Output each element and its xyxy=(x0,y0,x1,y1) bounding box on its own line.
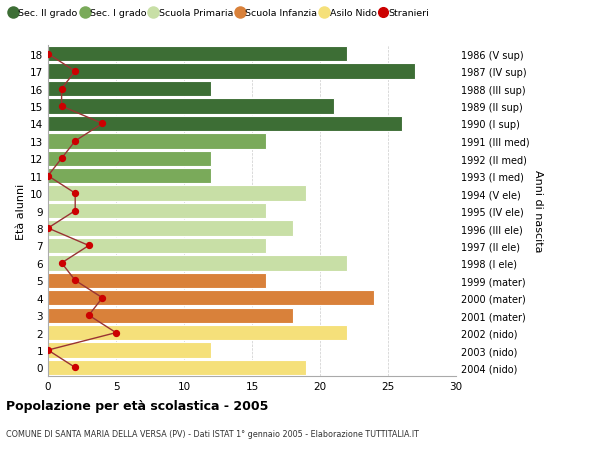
Point xyxy=(43,51,53,58)
Bar xyxy=(48,203,266,219)
Point xyxy=(70,190,80,197)
Point xyxy=(43,173,53,180)
Bar xyxy=(48,221,293,236)
Point xyxy=(57,86,67,93)
Legend: Sec. II grado, Sec. I grado, Scuola Primaria, Scuola Infanzia, Asilo Nido, Stran: Sec. II grado, Sec. I grado, Scuola Prim… xyxy=(11,9,430,18)
Point xyxy=(70,68,80,76)
Point xyxy=(43,347,53,354)
Bar xyxy=(48,82,211,97)
Bar xyxy=(48,99,334,114)
Bar xyxy=(48,151,211,167)
Bar xyxy=(48,342,211,358)
Bar xyxy=(48,169,211,184)
Bar xyxy=(48,360,307,375)
Point xyxy=(98,294,107,302)
Bar xyxy=(48,186,307,202)
Bar xyxy=(48,47,347,62)
Bar xyxy=(48,291,374,306)
Bar xyxy=(48,273,266,288)
Point xyxy=(111,329,121,336)
Bar xyxy=(48,134,266,149)
Bar xyxy=(48,256,347,271)
Bar xyxy=(48,325,347,341)
Point xyxy=(84,312,94,319)
Y-axis label: Anni di nascita: Anni di nascita xyxy=(533,170,544,252)
Y-axis label: Età alunni: Età alunni xyxy=(16,183,26,239)
Point xyxy=(98,121,107,128)
Point xyxy=(43,225,53,232)
Point xyxy=(70,364,80,371)
Point xyxy=(70,207,80,215)
Bar xyxy=(48,117,401,132)
Bar xyxy=(48,238,266,253)
Text: Popolazione per età scolastica - 2005: Popolazione per età scolastica - 2005 xyxy=(6,399,268,412)
Point xyxy=(70,138,80,145)
Point xyxy=(57,260,67,267)
Bar xyxy=(48,64,415,80)
Point xyxy=(57,155,67,162)
Bar xyxy=(48,308,293,323)
Text: COMUNE DI SANTA MARIA DELLA VERSA (PV) - Dati ISTAT 1° gennaio 2005 - Elaborazio: COMUNE DI SANTA MARIA DELLA VERSA (PV) -… xyxy=(6,429,419,438)
Point xyxy=(57,103,67,111)
Point xyxy=(70,277,80,285)
Point xyxy=(84,242,94,250)
